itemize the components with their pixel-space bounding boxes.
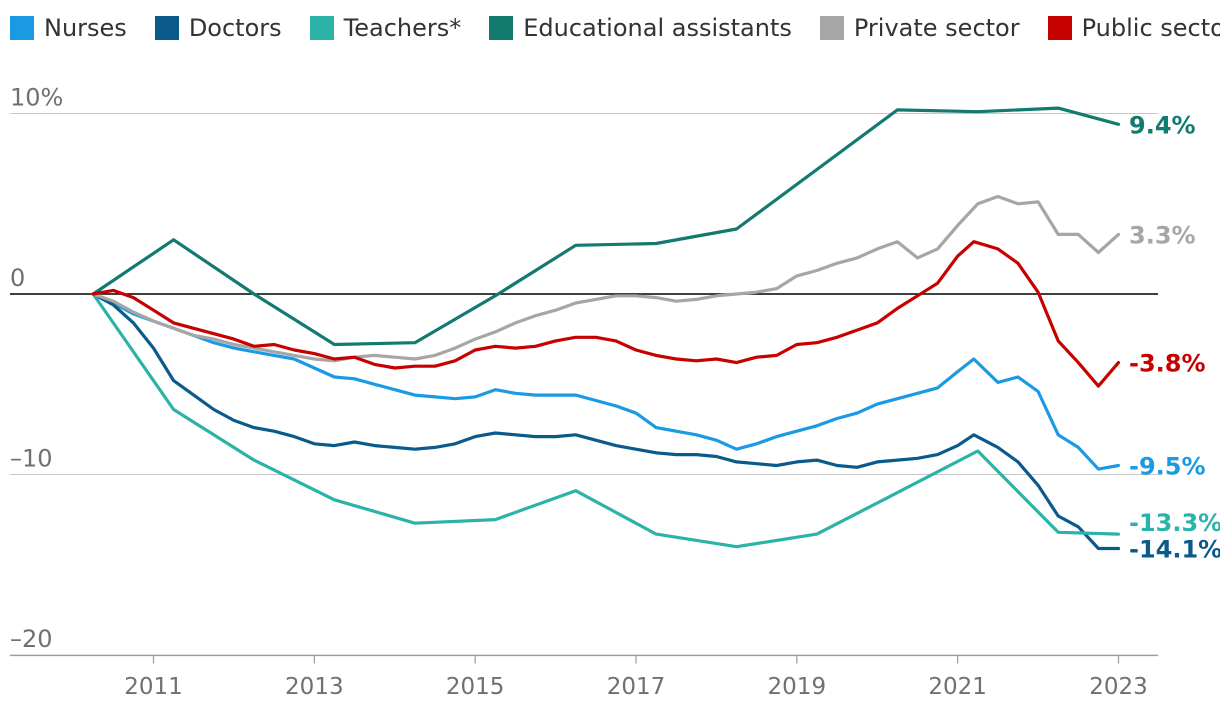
legend-swatch	[489, 16, 514, 40]
x-tick-label: 2017	[607, 674, 666, 700]
x-axis: 2011 2013 2015 2017 2019 2021 2023	[10, 654, 1158, 700]
x-tick-label: 2019	[768, 674, 827, 700]
series-lines	[91, 106, 1121, 551]
y-tick-label: –10	[10, 445, 53, 473]
series-line	[91, 240, 1121, 388]
legend-swatch	[1047, 16, 1072, 40]
legend: Nurses Doctors Teachers* Educational assist…	[10, 14, 1220, 42]
legend-item: Doctors	[154, 14, 282, 42]
legend-item: Private sector	[819, 14, 1020, 42]
end-labels: -9.5% -14.1%-13.3% 9.4% 3.3% -3.8%	[1129, 111, 1220, 563]
legend-swatch	[309, 16, 334, 40]
x-tick-label: 2013	[285, 674, 344, 700]
series-line	[91, 292, 1121, 471]
y-tick-label: –20	[10, 625, 53, 653]
x-tick-label: 2011	[124, 674, 183, 700]
legend-swatch	[819, 16, 844, 40]
series-end-label: -14.1%	[1129, 536, 1220, 564]
series-end-label: -13.3%	[1129, 509, 1220, 537]
x-tick-label: 2023	[1089, 674, 1148, 700]
legend-item: Educational assistants	[489, 14, 792, 42]
series-line	[91, 292, 1121, 551]
y-tick-label: 0	[10, 264, 25, 292]
y-tick-label: 10%	[10, 84, 63, 112]
legend-label: Doctors	[188, 14, 282, 42]
y-axis-labels: 10% 0 –10 –20	[10, 84, 63, 654]
series-line	[91, 106, 1121, 347]
series-line	[91, 194, 1121, 363]
legend-label: Educational assistants	[523, 14, 792, 42]
series-end-label: 3.3%	[1129, 221, 1196, 249]
legend-label: Nurses	[44, 14, 127, 42]
legend-label: Public sector	[1081, 14, 1220, 42]
x-tick-label: 2015	[446, 674, 505, 700]
series-line	[91, 292, 1121, 549]
series-end-label: -3.8%	[1129, 350, 1206, 378]
legend-label: Teachers*	[343, 14, 462, 42]
series-end-label: 9.4%	[1129, 111, 1196, 139]
gridlines	[10, 113, 1158, 656]
legend-item: Teachers*	[309, 14, 462, 42]
legend-swatch	[10, 16, 34, 40]
x-tick-label: 2021	[928, 674, 987, 700]
legend-item: Public sector	[1047, 14, 1220, 42]
legend-item: Nurses	[10, 14, 127, 42]
legend-swatch	[154, 16, 179, 40]
series-end-label: -9.5%	[1129, 452, 1206, 480]
legend-label: Private sector	[853, 14, 1020, 42]
